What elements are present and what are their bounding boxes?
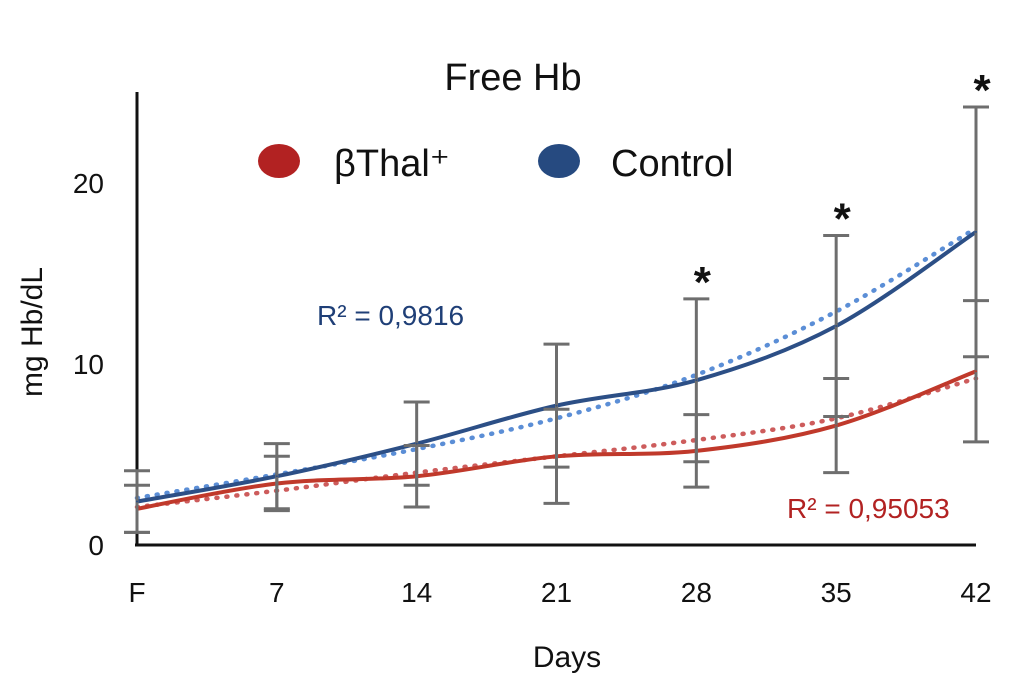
error-bar-control: [823, 233, 850, 418]
data-point-control: [975, 230, 977, 233]
r2-control: R² = 0,9816: [317, 300, 464, 331]
chart-title: Free Hb: [444, 57, 581, 99]
y-tick-label: 0: [88, 530, 104, 561]
data-point-bthal: [975, 370, 977, 373]
data-point-control: [415, 442, 418, 445]
data-point-control: [835, 324, 838, 327]
r2-bthal: R² = 0,95053: [787, 493, 950, 524]
error-bar-control: [963, 105, 989, 359]
legend-marker-bthal: [258, 144, 300, 178]
error-bar-control: [543, 342, 570, 469]
significance-star: *: [694, 258, 712, 307]
error-bar-control: [124, 469, 150, 534]
legend-label-control: Control: [611, 143, 734, 185]
error-bar-control: [263, 442, 290, 511]
data-point-bthal: [835, 424, 838, 427]
x-tick-label: 21: [541, 577, 572, 608]
y-tick-label: 10: [73, 349, 104, 380]
y-axis-label: mg Hb/dL: [16, 267, 49, 397]
error-bar-control: [683, 297, 710, 464]
x-tick-label: 35: [821, 577, 852, 608]
legend: βThal⁺ Control: [258, 143, 734, 185]
significance-star: *: [973, 66, 991, 115]
error-bar-control: [403, 400, 430, 487]
x-tick-label: F: [128, 577, 145, 608]
x-tick-label: 42: [960, 577, 991, 608]
x-tick-label: 14: [401, 577, 432, 608]
data-point-control: [275, 475, 278, 478]
data-point-control: [695, 379, 698, 382]
x-tick-label: 28: [681, 577, 712, 608]
significance-star: *: [834, 194, 852, 243]
data-point-control: [136, 500, 138, 503]
x-tick-label: 7: [269, 577, 285, 608]
legend-marker-control: [538, 144, 580, 178]
data-point-control: [555, 404, 558, 407]
x-axis-label: Days: [533, 641, 601, 674]
y-tick-label: 20: [73, 168, 104, 199]
legend-label-bthal: βThal⁺: [334, 143, 450, 185]
